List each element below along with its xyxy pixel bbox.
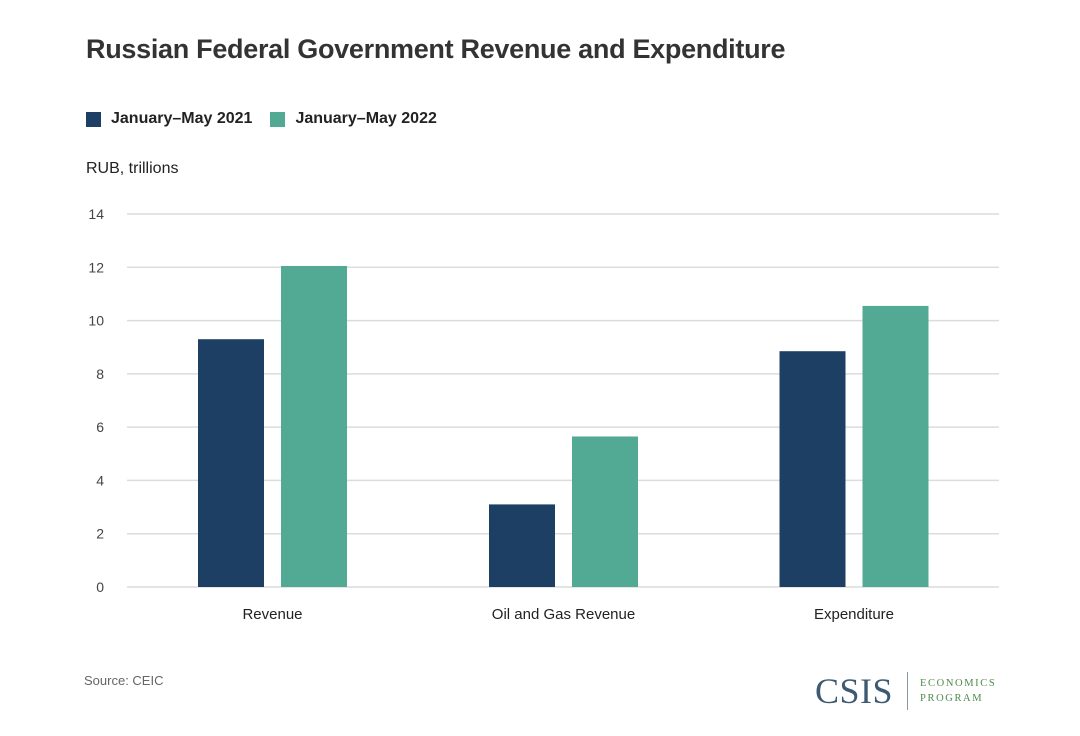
bar-expenditure-2021: [779, 351, 846, 587]
x-axis-ticks: Revenue Oil and Gas Revenue Expenditure: [242, 606, 894, 623]
source-note: Source: CEIC: [84, 673, 164, 688]
logo-program-line1: ECONOMICS: [920, 678, 997, 689]
x-tick-label: Expenditure: [814, 606, 894, 623]
logo-program: ECONOMICS PROGRAM: [920, 676, 996, 706]
y-tick-label: 8: [96, 366, 104, 382]
y-tick-label: 4: [96, 472, 104, 488]
y-tick-label: 0: [96, 579, 104, 595]
y-tick-label: 14: [88, 206, 104, 222]
legend-item-2021: January–May 2021: [86, 110, 252, 128]
legend-swatch-2022: [270, 111, 286, 127]
y-axis-label: RUB, trillions: [86, 160, 179, 177]
legend-label-2021: January–May 2021: [111, 110, 253, 127]
bar-revenue-2021: [198, 339, 264, 587]
y-tick-label: 2: [96, 526, 104, 542]
y-tick-label: 10: [88, 313, 104, 329]
x-tick-label: Oil and Gas Revenue: [492, 606, 635, 623]
bars: [198, 265, 929, 587]
bar-revenue-2022: [281, 265, 347, 587]
bar-expenditure-2022: [862, 305, 929, 587]
bar-oil-and-gas-revenue-2021: [489, 504, 555, 587]
x-tick-label: Revenue: [242, 606, 302, 623]
logo-divider: [907, 672, 909, 710]
logo-program-line2: PROGRAM: [920, 693, 984, 704]
legend-label-2022: January–May 2022: [295, 110, 437, 127]
legend: January–May 2021 January–May 2022: [86, 110, 455, 128]
legend-swatch-2021: [86, 111, 101, 127]
y-tick-label: 12: [88, 259, 104, 275]
legend-item-2022: January–May 2022: [270, 110, 437, 128]
y-tick-label: 6: [96, 419, 104, 435]
csis-logo: CSIS ECONOMICS PROGRAM: [815, 672, 996, 710]
chart-title: Russian Federal Government Revenue and E…: [86, 34, 786, 64]
bar-oil-and-gas-revenue-2022: [572, 436, 638, 587]
gridlines: [127, 213, 999, 588]
y-axis-ticks: 0 2 4 6 8 10 12 14: [88, 206, 104, 595]
logo-wordmark: CSIS: [815, 671, 894, 711]
